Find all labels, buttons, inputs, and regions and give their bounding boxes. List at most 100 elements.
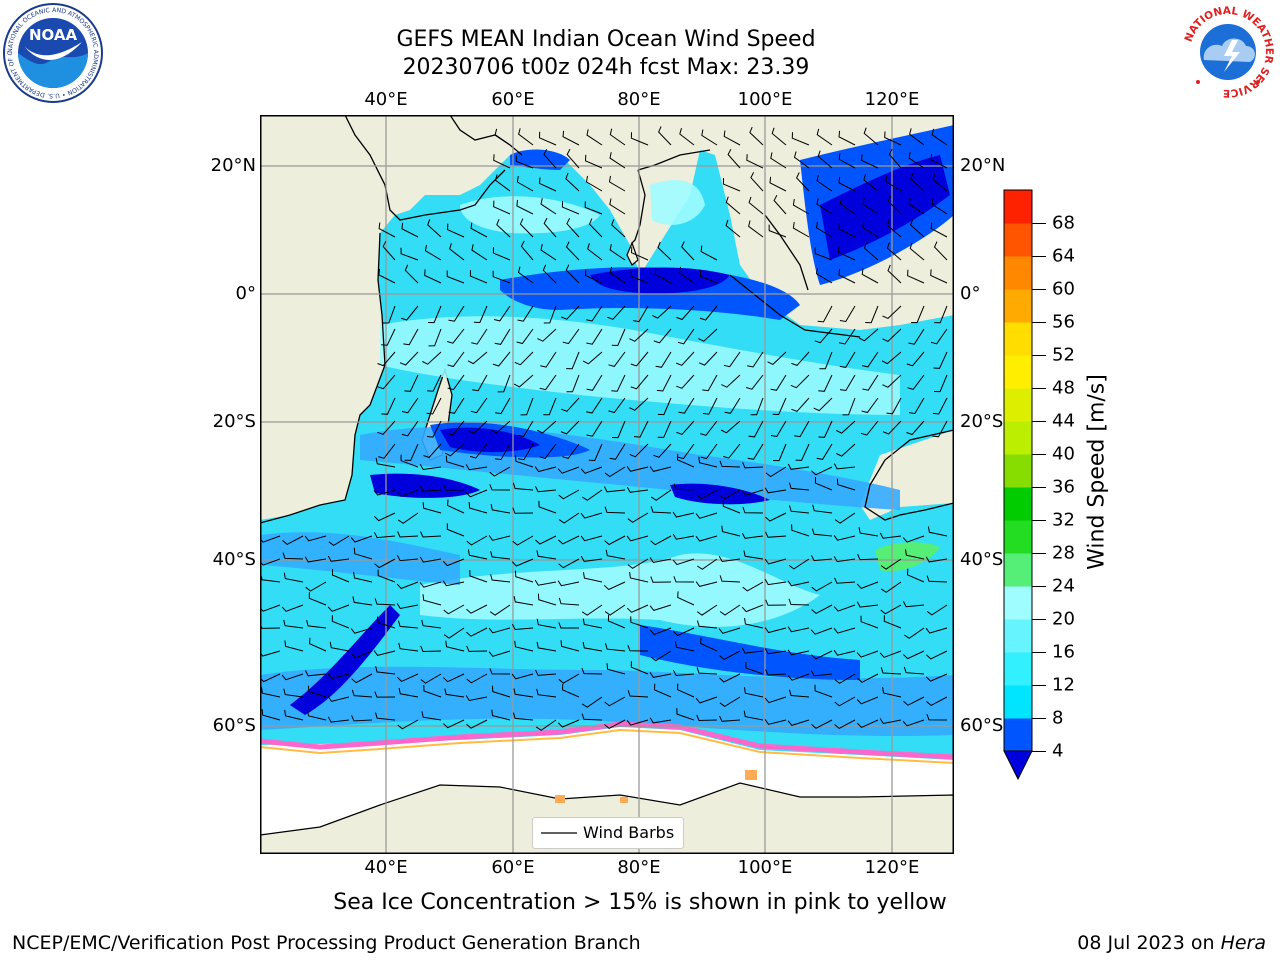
wind-barb <box>603 486 626 493</box>
wind-barb <box>558 535 580 545</box>
wind-barb <box>331 568 350 583</box>
wind-barb <box>672 669 695 677</box>
wind-barb <box>520 397 534 416</box>
lat-tick-right-20n: 20°N <box>960 155 1006 176</box>
wind-barb <box>746 374 764 390</box>
wind-barb <box>933 351 948 369</box>
wind-barb <box>906 420 925 436</box>
wind-barb <box>886 219 902 238</box>
wind-barb <box>588 443 603 462</box>
wind-barb <box>400 247 419 261</box>
wind-barb <box>467 351 488 365</box>
wind-barb <box>511 623 534 631</box>
sea-ice-fringe <box>260 721 954 760</box>
wind-barb <box>653 683 672 698</box>
wind-barb <box>447 374 465 391</box>
wind-barb <box>672 627 695 637</box>
colorbar-segment <box>1004 355 1032 389</box>
wind-barb <box>719 575 741 583</box>
wind-barb <box>816 443 833 460</box>
wind-barb <box>773 194 787 215</box>
wind-barb <box>605 549 626 560</box>
wind-barb <box>702 397 718 415</box>
wind-barb <box>304 556 327 563</box>
wind-barb <box>722 500 741 514</box>
wind-barb <box>496 219 511 238</box>
wind-barb <box>466 673 488 684</box>
wind-barb <box>378 222 396 238</box>
band-light-bay <box>650 180 705 225</box>
wind-barb <box>836 478 856 491</box>
wind-barb <box>472 374 488 392</box>
wind-barb <box>327 696 350 702</box>
wind-barb <box>856 601 879 608</box>
wind-barb <box>629 572 649 583</box>
wind-barb <box>818 420 833 438</box>
wind-barb <box>327 673 350 680</box>
colorbar-tick-label: 48 <box>1052 377 1075 399</box>
wind-barb <box>749 126 764 146</box>
colorbar-tick-mark <box>1032 223 1046 224</box>
wind-barb <box>834 719 856 730</box>
wind-barb <box>493 154 511 169</box>
wind-barb <box>696 667 718 675</box>
wind-barb <box>630 616 649 629</box>
wind-barb <box>427 219 442 238</box>
wind-barb <box>879 718 902 725</box>
lat-tick-right-0: 0° <box>960 283 981 304</box>
wind-barb <box>397 531 419 538</box>
wind-barb <box>489 604 511 616</box>
wind-barb <box>396 603 419 610</box>
wind-barb-legend-icon <box>541 832 577 834</box>
wind-barb <box>930 328 948 345</box>
wind-barb <box>539 443 557 459</box>
wind-barb <box>608 175 626 192</box>
wind-barb <box>908 198 925 215</box>
wind-barb <box>424 269 442 284</box>
wind-barb <box>304 535 327 542</box>
colorbar-segment <box>1004 289 1032 323</box>
wind-barb <box>747 351 764 368</box>
wind-barb <box>791 397 810 412</box>
wind-barb <box>700 245 718 261</box>
wind-barb <box>812 504 833 514</box>
wind-barb <box>721 525 741 537</box>
band-mid-2 <box>260 532 460 585</box>
wind-barb <box>787 626 810 633</box>
wind-barb <box>404 264 419 284</box>
wind-barb <box>814 684 833 698</box>
wind-barb <box>633 420 649 438</box>
wind-barb <box>350 627 373 634</box>
colorbar-tick-mark <box>1032 586 1046 587</box>
wind-barb <box>887 195 902 215</box>
wind-barb <box>833 627 856 634</box>
wind-barb <box>629 397 649 411</box>
wind-barb <box>884 131 902 146</box>
wind-barb <box>586 374 603 391</box>
wind-barb <box>626 604 649 613</box>
wind-barb <box>770 420 787 438</box>
wind-barb <box>540 244 557 261</box>
colorbar-segment <box>1004 388 1032 422</box>
wind-barb <box>443 604 465 615</box>
wind-barb <box>351 715 373 722</box>
se-asia-coast <box>729 214 861 338</box>
wind-barb <box>495 443 511 461</box>
wind-barb <box>932 173 948 192</box>
colorbar-segment <box>1004 685 1032 719</box>
wind-barb <box>488 650 511 657</box>
wind-barb <box>419 464 442 471</box>
wind-barb <box>422 502 442 514</box>
wind-barb <box>880 581 902 593</box>
wind-barb <box>543 305 557 324</box>
wind-barb <box>860 615 879 629</box>
sea-ice-caption: Sea Ice Concentration > 15% is shown in … <box>333 890 947 915</box>
wind-barb <box>839 197 856 215</box>
wind-barb <box>931 198 948 215</box>
wind-barb <box>650 650 672 662</box>
wind-barb <box>493 305 511 322</box>
wind-barb <box>788 598 810 606</box>
wind-barb <box>604 604 626 616</box>
wind-barb <box>910 219 925 238</box>
wind-barb <box>558 597 580 606</box>
